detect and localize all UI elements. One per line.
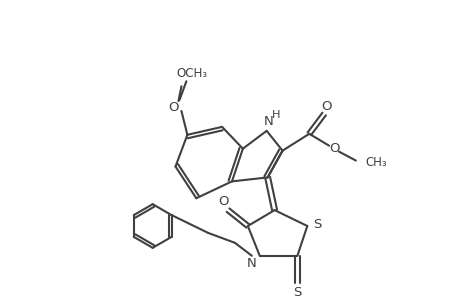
- Text: N: N: [263, 116, 273, 128]
- Text: H: H: [272, 110, 280, 120]
- Text: O: O: [218, 195, 228, 208]
- Text: O: O: [328, 142, 339, 155]
- Text: S: S: [292, 286, 301, 299]
- Text: S: S: [313, 218, 321, 230]
- Text: O: O: [168, 100, 179, 113]
- Text: O: O: [320, 100, 330, 112]
- Text: CH₃: CH₃: [365, 156, 386, 169]
- Text: OCH₃: OCH₃: [176, 67, 207, 80]
- Text: N: N: [246, 257, 256, 270]
